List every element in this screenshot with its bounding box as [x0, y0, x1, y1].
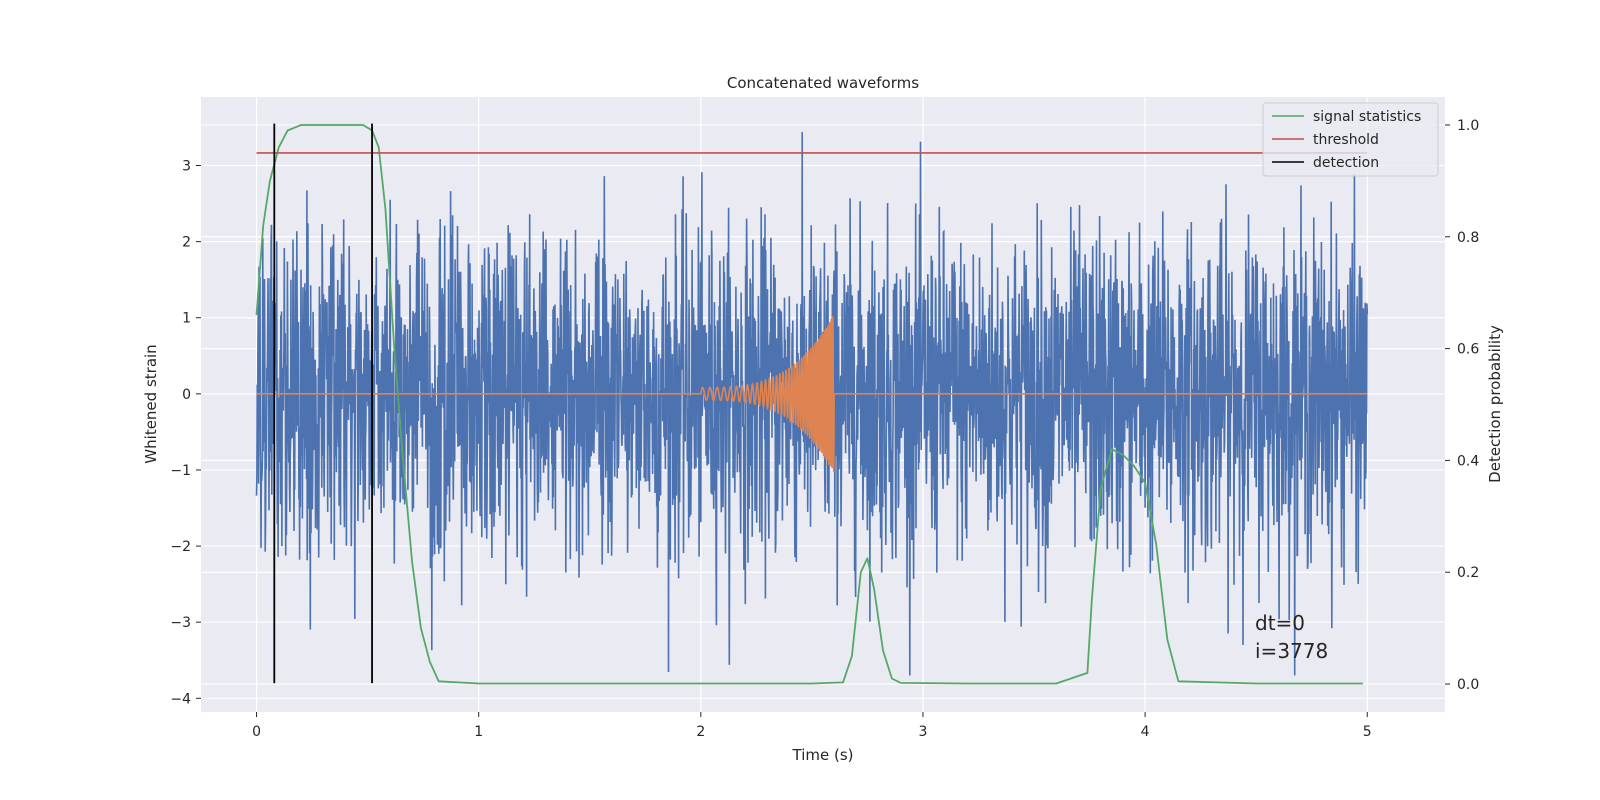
legend: signal statistics threshold detection [1262, 102, 1439, 177]
y2-tick-label-3: 0.6 [1457, 342, 1479, 358]
y-tick-label-2: −2 [170, 539, 191, 555]
annotation-dt: dt=0 [1255, 611, 1305, 635]
y-tick-label-4: 0 [182, 387, 191, 403]
y-tick-label-3: −1 [170, 463, 191, 479]
y-axis-label: Whitened strain [142, 344, 160, 463]
right-axis-series [255, 123, 1368, 685]
x-tick-label-1: 1 [474, 724, 483, 740]
x-axis-label: Time (s) [792, 746, 854, 764]
x-tick-label-3: 3 [919, 724, 928, 740]
x-tick-label-2: 2 [696, 724, 705, 740]
chart-title: Concatenated waveforms [727, 74, 919, 92]
x-tick-label-5: 5 [1363, 724, 1372, 740]
y-tick-label-0: −4 [170, 691, 191, 707]
y-tick-label-1: −3 [170, 615, 191, 631]
y2-tick-label-4: 0.8 [1457, 230, 1479, 246]
y-tick-label-7: 3 [182, 159, 191, 175]
ticks: 0 1 2 3 4 5 −4 −3 −2 −1 0 1 2 3 0.0 0.2 0.4 0.6 0.8 1.0 [170, 118, 1479, 740]
annotation-index: i=3778 [1255, 639, 1328, 663]
legend-label-threshold: threshold [1313, 132, 1379, 148]
y2-axis-label: Detection probability [1486, 325, 1504, 483]
x-tick-label-4: 4 [1141, 724, 1150, 740]
y2-tick-label-5: 1.0 [1457, 118, 1479, 134]
signal-statistics-line [255, 124, 1363, 685]
y2-tick-label-0: 0.0 [1457, 677, 1479, 693]
y-tick-label-5: 1 [182, 311, 191, 327]
y-tick-label-6: 2 [182, 235, 191, 251]
y2-tick-label-2: 0.4 [1457, 453, 1479, 469]
legend-label-signal-statistics: signal statistics [1313, 109, 1421, 125]
chirp-series [256, 316, 1368, 472]
y2-tick-label-1: 0.2 [1457, 565, 1479, 581]
legend-label-detection: detection [1313, 155, 1379, 171]
x-tick-label-0: 0 [252, 724, 261, 740]
chirp-trace [256, 316, 1368, 472]
legend-box [1262, 102, 1439, 177]
